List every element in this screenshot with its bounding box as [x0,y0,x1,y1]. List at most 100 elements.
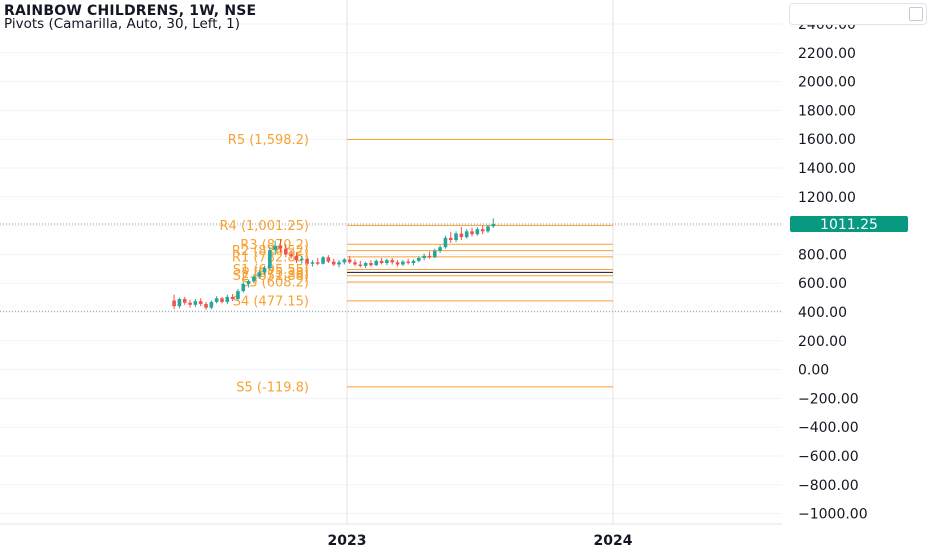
time-axis[interactable]: 2023 2024 [328,533,633,549]
candle-body [204,304,208,308]
candle-body [454,233,458,240]
candle-body [220,298,224,302]
pivot-label: S2 (651.88) [233,269,309,284]
square-icon[interactable] [909,7,923,21]
candle-body [182,299,187,303]
pivot-label: R4 (1,001.25) [220,219,309,234]
time-tick-label: 2024 [594,533,633,549]
candle-body [427,255,432,258]
candle-body [310,262,315,264]
candle-body [193,301,198,305]
candle-body [172,300,176,307]
price-tick-label: 2200.00 [798,46,856,62]
chart-corner-panel[interactable] [789,3,927,25]
candle-body [331,261,336,265]
candle-body [353,262,357,265]
price-tick-label: −200.00 [798,391,859,407]
price-tick-label: 1400.00 [798,161,856,177]
candle-body [246,281,251,284]
candle-body [464,231,469,238]
candle-body [337,262,341,265]
candle-body [395,262,400,265]
candle-body [401,261,405,265]
candle-body [491,223,496,227]
candle-body [257,272,262,277]
candlestick-series [172,218,496,310]
price-tick-label: 2000.00 [798,75,856,91]
candle-body [299,258,304,261]
candle-body [422,255,426,258]
price-tick-label: 200.00 [798,334,847,350]
candle-body [225,296,230,302]
candle-body [406,261,410,264]
price-tick-label: 800.00 [798,247,847,263]
pivot-label: S5 (-119.8) [236,380,309,395]
candle-body [315,262,320,264]
pivot-levels: R5 (1,598.2)R4 (1,001.25)R3 (870.2)R2 (8… [220,133,613,395]
candle-body [448,237,453,240]
candle-body [273,245,277,251]
price-tick-label: 600.00 [798,276,847,292]
candle-body [241,283,246,292]
candle-body [443,237,448,248]
candle-body [369,263,373,266]
candle-body [374,260,379,266]
candle-body [459,233,464,238]
pivot-label: S3 (608.2) [241,276,309,291]
pivot-label: S4 (477.15) [233,294,309,309]
candle-body [385,260,389,264]
candle-body [347,259,352,263]
candle-body [289,254,293,256]
pivot-label: R3 (870.2) [240,238,309,253]
pivot-label: R5 (1,598.2) [228,133,309,148]
price-badge-label: 1011.25 [820,217,878,233]
candle-body [417,258,421,261]
candle-body [438,247,442,251]
candle-body [326,257,331,262]
candle-body [321,257,325,264]
price-axis[interactable]: 2400.002200.002000.001800.001600.001400.… [798,17,868,523]
candle-body [475,229,480,235]
time-tick-label: 2023 [328,533,367,549]
candle-body [177,299,182,307]
price-tick-label: −1000.00 [798,507,868,523]
candle-body [252,276,256,282]
candle-body [230,296,235,300]
candle-body [262,268,267,273]
pivot-label: P (675.38) [241,266,309,281]
indicator-title[interactable]: Pivots (Camarilla, Auto, 30, Left, 1) [4,16,241,32]
price-tick-label: −800.00 [798,478,859,494]
candle-body [411,260,416,264]
candle-body [358,264,363,266]
candle-body [188,302,192,305]
candle-body [486,226,490,232]
pivot-label: S1 (695.55) [233,263,309,278]
candle-body [209,301,214,308]
candle-body [294,255,299,261]
price-tick-label: 1800.00 [798,103,856,119]
candle-body [480,229,485,232]
last-price-badge: 1011.25 [790,215,908,233]
candle-body [470,231,474,235]
price-tick-label: 400.00 [798,305,847,321]
price-badge-bg [790,215,908,232]
candle-body [363,263,368,266]
candle-body [305,258,309,264]
price-tick-label: 1600.00 [798,132,856,148]
price-tick-label: −600.00 [798,449,859,465]
candle-body [284,248,288,255]
candle-body [390,260,395,263]
price-tick-label: −400.00 [798,420,859,436]
candle-body [268,250,272,269]
candle-body [236,291,240,300]
candle-body [432,250,437,258]
dotted-price-lines [0,223,782,312]
candle-body [379,260,384,264]
candle-body [278,245,283,249]
candle-body [342,259,347,263]
price-tick-label: 1200.00 [798,190,856,206]
candle-body [198,301,203,305]
symbol-title: RAINBOW CHILDRENS, 1W, NSE [4,3,257,19]
price-tick-label: 0.00 [798,363,829,379]
